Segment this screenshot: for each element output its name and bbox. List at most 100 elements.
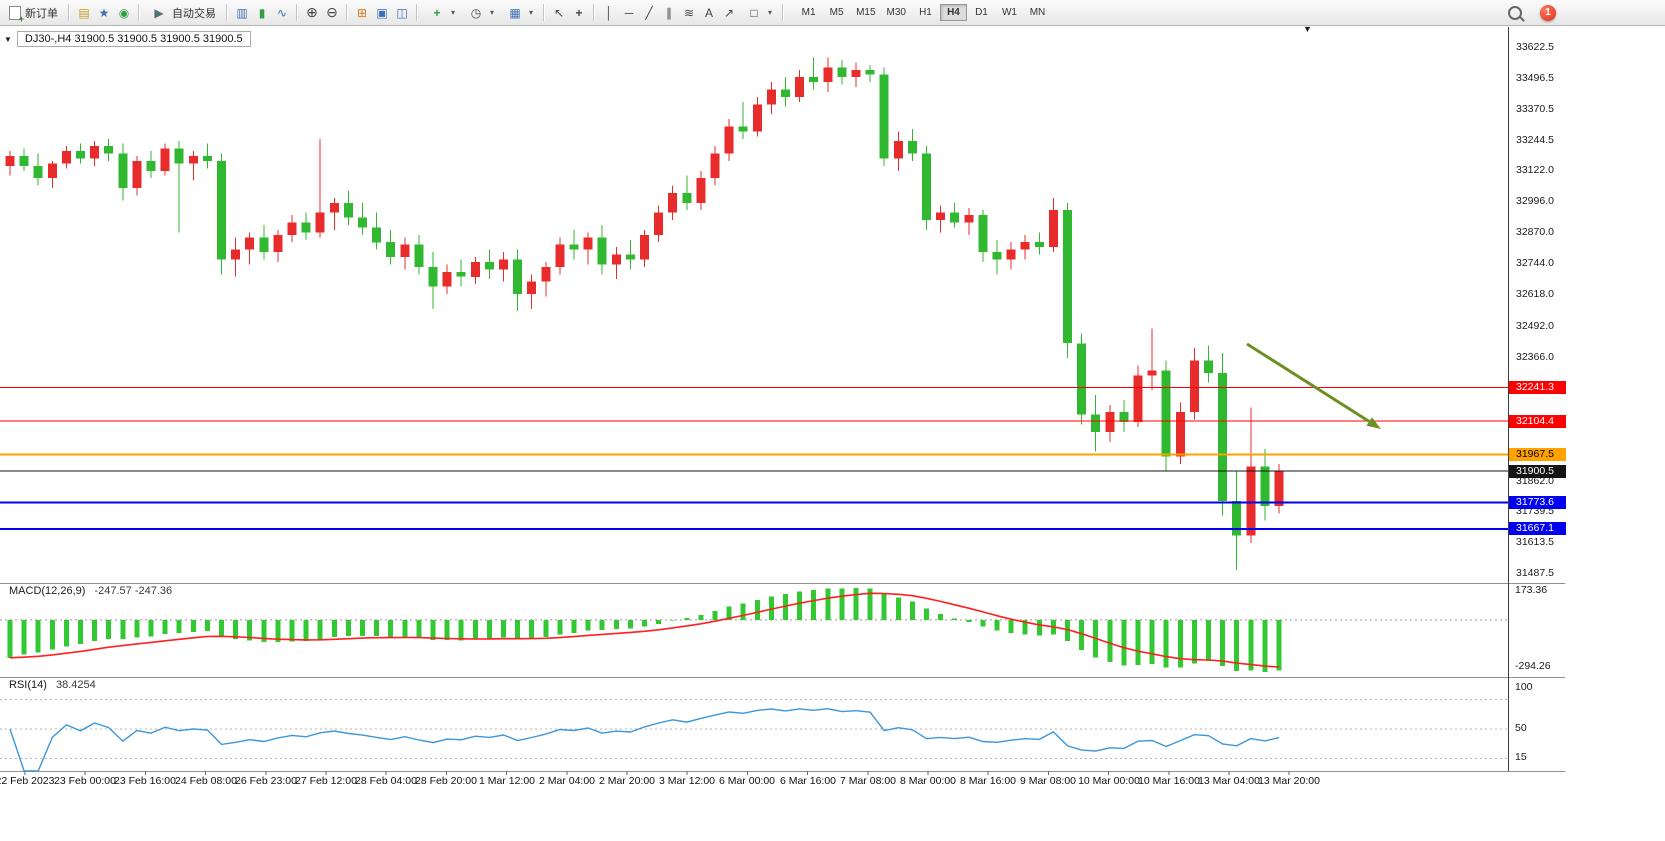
rsi-scale-100: 100 xyxy=(1515,681,1533,693)
toolbar-separator xyxy=(296,4,298,21)
shapes-tool[interactable]: □ ▾ xyxy=(740,2,777,24)
tile-windows-icon[interactable]: ⊞ xyxy=(356,5,368,20)
fibonacci-tool[interactable]: ≋ xyxy=(684,5,695,20)
trendline-tool[interactable]: ╱ xyxy=(645,5,653,20)
time-axis-label: 22 Feb 2023 xyxy=(0,775,55,787)
time-axis-label: 27 Feb 12:00 xyxy=(295,775,357,787)
price-tick-label: 33244.5 xyxy=(1516,134,1554,146)
market-watch-icon[interactable]: ▤ xyxy=(78,5,90,20)
timeframe-group: M1 M5 M15 M30 H1 H4 D1 W1 MN xyxy=(795,4,1051,21)
clock-icon: ◷ xyxy=(470,5,482,20)
crosshair-tool[interactable]: + xyxy=(575,5,583,20)
timeframe-button-h1[interactable]: H1 xyxy=(919,7,932,18)
chart-area: ▼ DJ30-,H4 31900.5 31900.5 31900.5 31900… xyxy=(0,24,1566,789)
add-indicator-icon: + xyxy=(433,5,441,20)
price-tick-label: 32618.0 xyxy=(1516,288,1554,300)
timeframe-button-m5[interactable]: M5 xyxy=(829,7,844,18)
vertical-line-tool[interactable]: │ xyxy=(605,5,613,20)
channel-tool[interactable]: ∥ xyxy=(666,5,673,20)
time-axis-label: 24 Feb 08:00 xyxy=(175,775,237,787)
price-tick-label: 32366.0 xyxy=(1516,351,1554,363)
rsi-header: RSI(14) xyxy=(9,679,47,691)
price-tick-label: 32870.0 xyxy=(1516,226,1554,238)
toolbar-separator xyxy=(346,4,348,21)
macd-scale-max: 173.36 xyxy=(1515,584,1548,596)
time-axis-label: 7 Mar 08:00 xyxy=(839,775,897,787)
candlestick-chart-icon[interactable]: ▮ xyxy=(258,5,266,20)
chart-title-row: ▼ DJ30-,H4 31900.5 31900.5 31900.5 31900… xyxy=(4,31,251,47)
time-axis-label: 9 Mar 08:00 xyxy=(1019,775,1077,787)
toolbar-separator xyxy=(138,4,140,21)
timeframe-button-w1[interactable]: W1 xyxy=(1001,7,1017,18)
algo-trading-button[interactable]: ▶ 自动交易 xyxy=(145,2,221,24)
time-axis-label: 10 Mar 16:00 xyxy=(1138,775,1200,787)
notification-badge[interactable]: 1 xyxy=(1540,4,1556,21)
rsi-value: 38.4254 xyxy=(55,679,96,691)
time-axis-label: 28 Feb 04:00 xyxy=(355,775,417,787)
search-icon[interactable] xyxy=(1508,5,1522,20)
line-chart-icon[interactable]: ∿ xyxy=(276,5,288,20)
chart-canvas[interactable] xyxy=(0,27,1565,789)
zoom-in-icon[interactable]: ⊕ xyxy=(306,4,318,20)
chevron-down-icon: ▾ xyxy=(490,8,495,17)
shapes-icon: □ xyxy=(750,5,758,20)
price-tick-label: 32492.0 xyxy=(1516,320,1554,332)
toolbar-separator xyxy=(593,4,596,21)
price-tick-label: 33122.0 xyxy=(1516,164,1554,176)
price-tick-label: 31862.0 xyxy=(1516,475,1554,487)
timeframe-button-mn[interactable]: MN xyxy=(1029,7,1046,18)
text-tool[interactable]: A xyxy=(705,5,714,20)
time-axis-label: 2 Mar 04:00 xyxy=(538,775,596,787)
price-tick-label: 33622.5 xyxy=(1516,41,1554,53)
rsi-scale-50: 50 xyxy=(1515,722,1527,734)
price-scale[interactable]: 33622.5 33496.5 33370.5 33244.5 33122.0 32996… xyxy=(1508,27,1566,771)
price-tick-label: 31613.5 xyxy=(1516,536,1554,548)
time-axis-label: 1 Mar 12:00 xyxy=(478,775,536,787)
time-axis-label: 13 Mar 04:00 xyxy=(1198,775,1260,787)
cursor-tool[interactable]: ↖ xyxy=(554,5,565,20)
price-tick-label: 33496.5 xyxy=(1516,72,1554,84)
horizontal-line-tool[interactable]: ─ xyxy=(624,5,634,20)
macd-header-row: MACD(12,26,9) -247.57 -247.36 xyxy=(9,585,172,597)
timeframe-button-m30[interactable]: M30 xyxy=(886,7,906,18)
bar-chart-icon[interactable]: ▥ xyxy=(236,5,248,20)
time-axis-label: 8 Mar 00:00 xyxy=(899,775,957,787)
chevron-down-icon: ▾ xyxy=(529,8,534,17)
new-chart-icon[interactable]: ◫ xyxy=(396,5,408,20)
arrows-tool[interactable]: ↗ xyxy=(724,5,735,20)
chart-shot-button[interactable]: ▦ ▾ xyxy=(501,2,538,24)
macd-values: -247.57 -247.36 xyxy=(94,585,173,597)
price-tick-label: 32744.0 xyxy=(1516,257,1554,269)
chevron-down-icon: ▾ xyxy=(768,8,773,17)
toolbar-separator xyxy=(226,4,228,21)
price-tag: 31773.6 xyxy=(1509,496,1566,509)
new-order-button[interactable]: 新订单 xyxy=(4,3,63,24)
period-selector-button[interactable]: ◷ ▾ xyxy=(462,2,499,24)
terminal-icon[interactable]: ◉ xyxy=(118,5,130,20)
price-tag: 32241.3 xyxy=(1509,381,1566,394)
timeframe-button-h4[interactable]: H4 xyxy=(939,4,967,21)
timeframe-button-d1[interactable]: D1 xyxy=(975,7,988,18)
price-tag: 31967.5 xyxy=(1509,448,1566,461)
chart-ohlc-label: DJ30-,H4 31900.5 31900.5 31900.5 31900.5 xyxy=(16,31,251,47)
time-axis-label: 28 Feb 20:00 xyxy=(415,775,477,787)
add-indicator-button[interactable]: + ▾ xyxy=(423,2,460,24)
chart-window-icon[interactable]: ▣ xyxy=(376,5,388,20)
price-tag: 31667.1 xyxy=(1509,522,1566,535)
time-axis[interactable]: 22 Feb 2023 23 Feb 00:00 23 Feb 16:00 24 Fe… xyxy=(0,773,1508,789)
main-toolbar: 新订单 ▤ ★ ◉ ▶ 自动交易 ▥ ▮ ∿ ⊕ ⊖ ⊞ ▣ ◫ + ▾ ◷ ▾… xyxy=(0,0,1665,26)
navigator-icon[interactable]: ★ xyxy=(98,5,110,20)
time-axis-label: 26 Feb 23:00 xyxy=(235,775,297,787)
price-tick-label: 31487.5 xyxy=(1516,567,1554,579)
one-click-trading-toggle[interactable]: ▼ xyxy=(4,34,12,44)
new-order-icon xyxy=(9,5,24,24)
timeframe-button-m1[interactable]: M1 xyxy=(801,7,816,18)
zoom-out-icon[interactable]: ⊖ xyxy=(326,4,338,20)
macd-scale-min: -294.26 xyxy=(1515,660,1551,672)
chart-shift-marker[interactable]: ▼ xyxy=(1303,24,1312,34)
bottom-strip xyxy=(0,789,1665,841)
time-axis-label: 10 Mar 00:00 xyxy=(1078,775,1140,787)
price-tag: 32104.4 xyxy=(1509,415,1566,428)
timeframe-button-m15[interactable]: M15 xyxy=(856,7,876,18)
time-axis-label: 13 Mar 20:00 xyxy=(1258,775,1320,787)
